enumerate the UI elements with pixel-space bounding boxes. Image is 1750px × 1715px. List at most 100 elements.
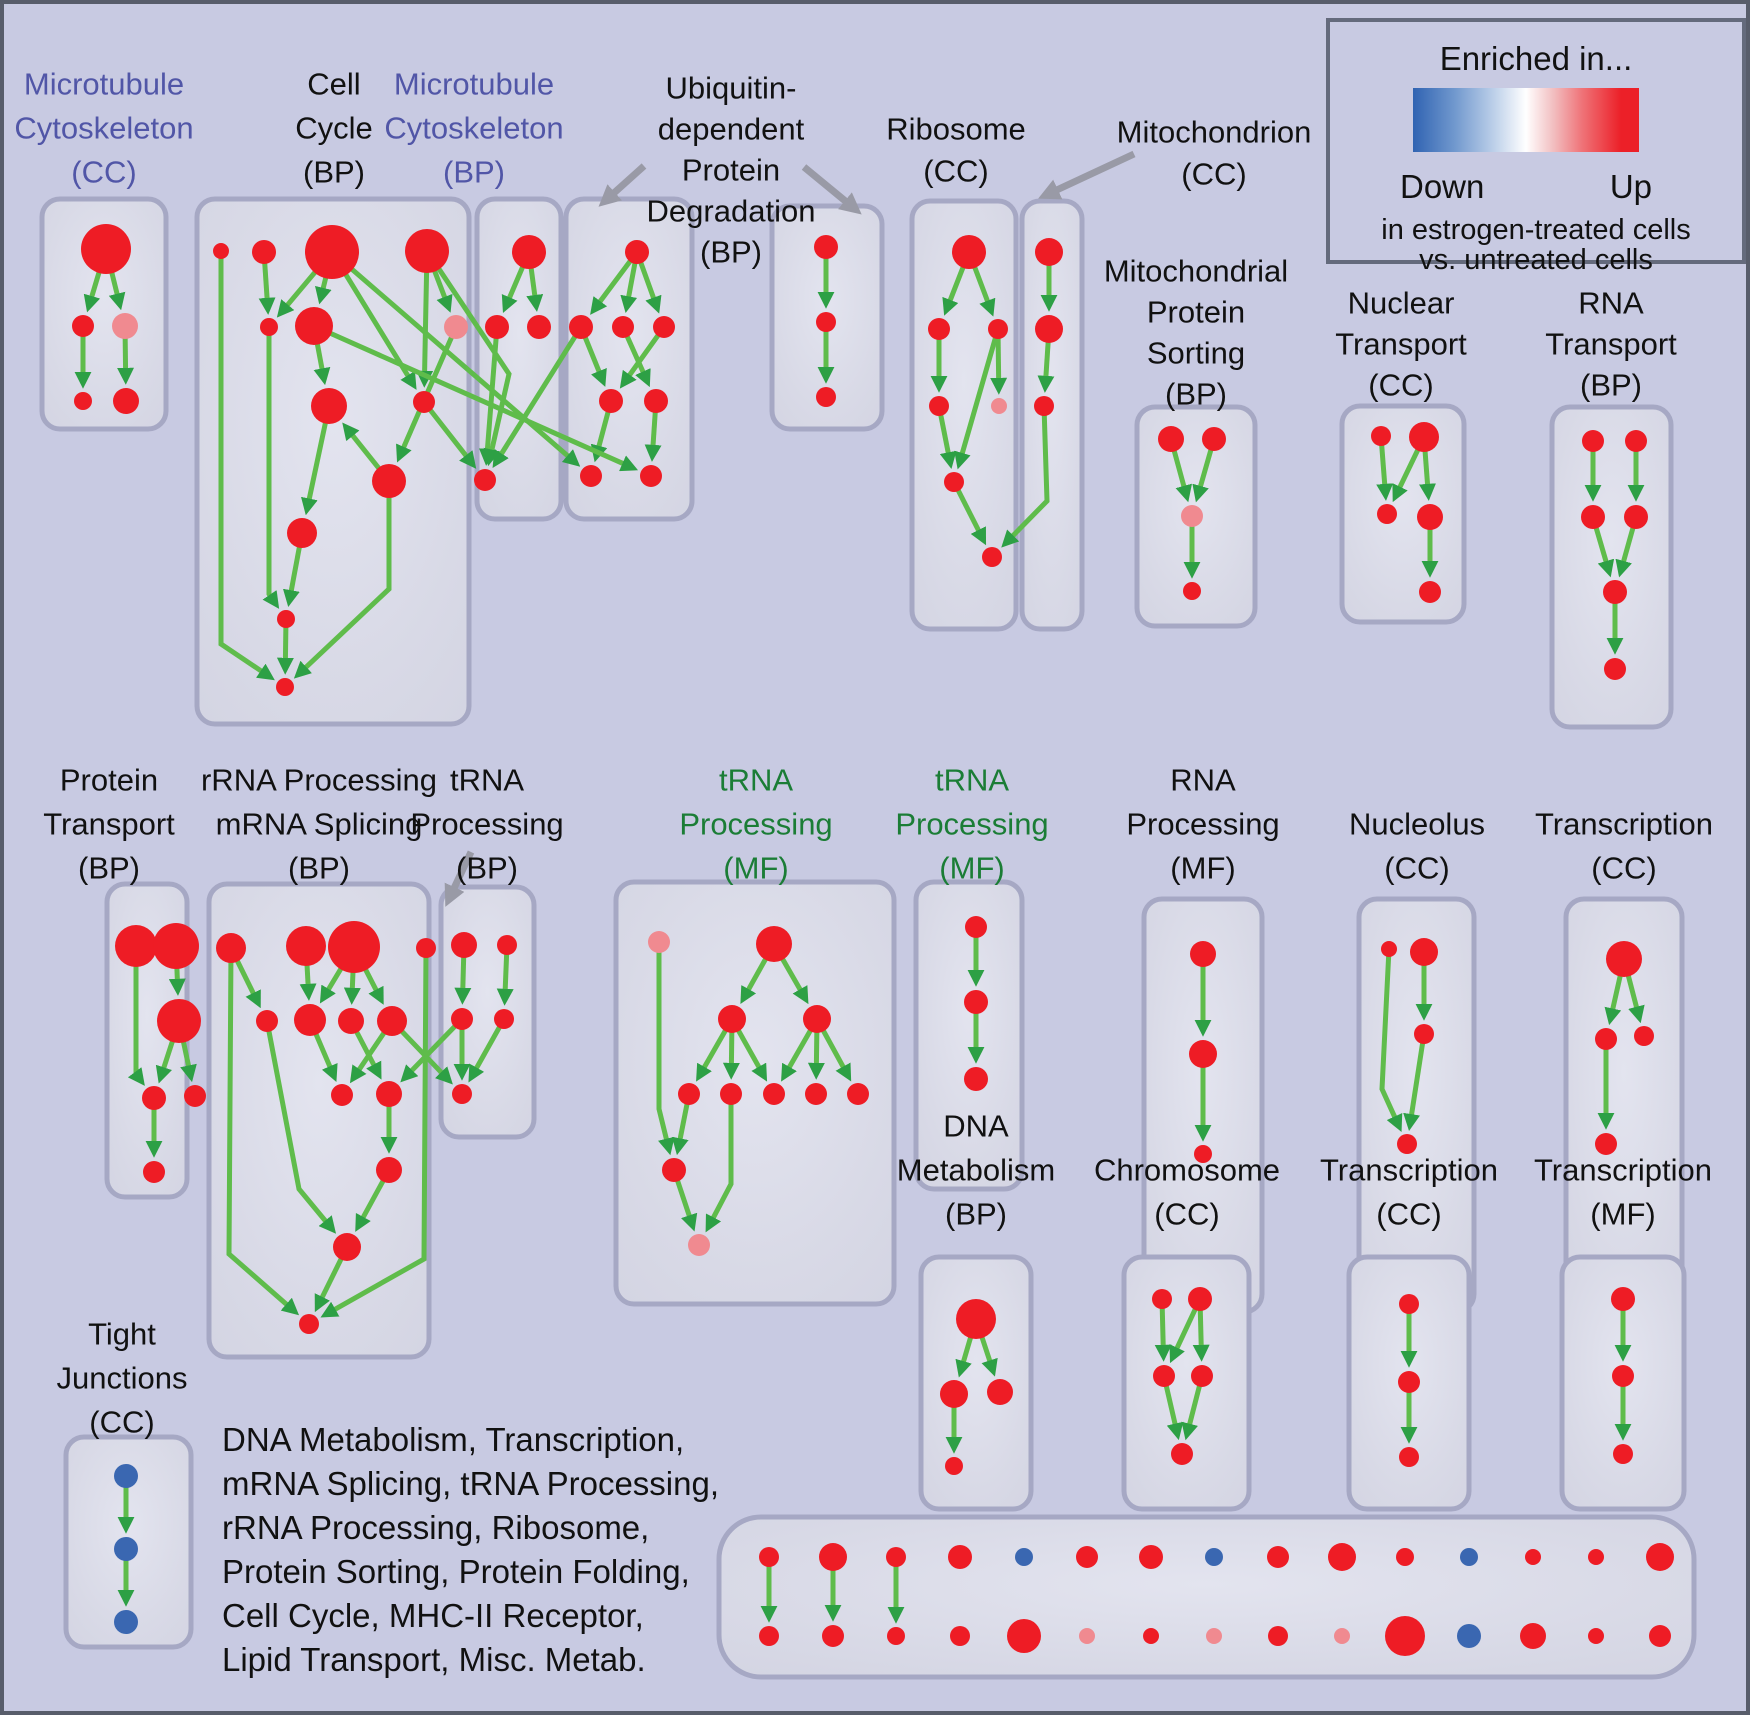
protein-transport-bp-label-line: Protein <box>59 762 159 798</box>
ubiquitin-degradation-bp-node <box>612 316 634 338</box>
nuclear-transport-cc-label-line: (CC) <box>1368 367 1434 403</box>
label-pointer-arrow <box>444 850 475 907</box>
ribosome-cc-node <box>988 319 1008 339</box>
cell-cycle-bp-node <box>276 678 294 696</box>
chromosome-cc-label-line: (CC) <box>1154 1196 1220 1232</box>
microtubule-cytoskeleton-cc-label-line: (CC) <box>71 154 137 190</box>
microtubule-cytoskeleton-bp-node <box>527 315 551 339</box>
relation-edge <box>492 325 584 468</box>
label-pointer-arrow <box>1038 150 1136 200</box>
rrna-processing-mrna-splicing-bp-node <box>256 1010 278 1032</box>
cell-cycle-bp-label-line: (BP) <box>303 154 365 190</box>
protein-transport-bp-node <box>153 923 199 969</box>
strip-bottom-node <box>1520 1623 1546 1649</box>
microtubule-cytoskeleton-bp-label-line: (BP) <box>443 154 505 190</box>
strip-top-node <box>1076 1546 1098 1568</box>
ubiquitin-degradation-bp-node <box>580 465 602 487</box>
rrna-processing-mrna-splicing-bp-node <box>416 938 436 958</box>
tight-junctions-cc-node <box>114 1610 138 1634</box>
protein-transport-bp-label-line: Transport <box>43 806 175 842</box>
transcription-cc-upper-node <box>1606 941 1642 977</box>
ribosome-cc-node <box>929 396 949 416</box>
chromosome-cc-node <box>1191 1365 1213 1387</box>
ribosome-cc-node <box>952 235 986 269</box>
cell-cycle-bp-label-line: Cycle <box>295 110 373 146</box>
strip-bottom-node <box>1649 1625 1671 1647</box>
mitochondrion-cc-node <box>1035 238 1063 266</box>
strip-bottom-node <box>1268 1626 1288 1646</box>
legend-up-label: Up <box>1609 168 1652 205</box>
trna-processing-mf-large-node <box>805 1083 827 1105</box>
trna-processing-mf-large-node <box>648 931 670 953</box>
rna-transport-bp-node <box>1581 505 1605 529</box>
trna-processing-mf-large-node <box>763 1083 785 1105</box>
cell-cycle-bp-node <box>295 307 333 345</box>
legend-subtitle-2: vs. untreated cells <box>1419 244 1653 276</box>
legend-endpoints: Down Up <box>1400 168 1652 206</box>
ribosome-cc-node <box>982 547 1002 567</box>
ubiquitin-degradation-bp-2-node <box>814 235 838 259</box>
relation-edge <box>468 1017 507 1083</box>
transcription-mf-label-line: Transcription <box>1533 1152 1713 1188</box>
chromosome-cc-node <box>1153 1365 1175 1387</box>
strip-bottom-node <box>1079 1628 1095 1644</box>
relation-edge <box>264 1020 337 1234</box>
rrna-processing-mrna-splicing-bp-node <box>294 1004 326 1036</box>
ribosome-cc-label-line: Ribosome <box>886 111 1026 147</box>
dna-metabolism-bp-box <box>918 1254 1034 1512</box>
relation-edge <box>400 1017 464 1083</box>
misc-line: Lipid Transport, Misc. Metab. <box>222 1641 646 1678</box>
misc-categories-text: DNA Metabolism, Transcription, mRNA Spli… <box>222 1418 719 1682</box>
transcription-mf-node <box>1612 1365 1634 1387</box>
trna-processing-bp-node <box>452 1084 472 1104</box>
transcription-cc-upper-node <box>1595 1028 1617 1050</box>
relation-edge <box>293 481 392 679</box>
nuclear-transport-cc-label-line: Transport <box>1335 326 1467 362</box>
rna-transport-bp-node <box>1582 430 1604 452</box>
nuclear-transport-cc-label-line: Nuclear <box>1347 285 1455 321</box>
protein-transport-bp-node <box>115 925 157 967</box>
relation-edge <box>320 947 429 1318</box>
misc-line: Protein Sorting, Protein Folding, <box>222 1553 690 1590</box>
rrna-processing-mrna-splicing-bp-label-line: (BP) <box>288 850 350 886</box>
mitochondrial-protein-sorting-bp-node <box>1158 426 1184 452</box>
strip-top-node <box>1015 1548 1033 1566</box>
rrna-processing-mrna-splicing-bp-node <box>331 1084 353 1106</box>
trna-processing-mf-large-label-line: (MF) <box>723 850 789 886</box>
ubiquitin-degradation-bp-box <box>563 196 695 522</box>
transcription-cc-upper-node <box>1595 1133 1617 1155</box>
legend-subtitle-1: in estrogen-treated cells <box>1381 214 1691 246</box>
mitochondrial-protein-sorting-bp-node <box>1181 505 1203 527</box>
ubiquitin-degradation-bp-label-line: Degradation <box>646 193 816 229</box>
cell-cycle-bp-node <box>260 318 278 336</box>
protein-transport-bp-node <box>143 1161 165 1183</box>
cell-cycle-bp-node <box>311 388 347 424</box>
rrna-processing-mrna-splicing-bp-node <box>333 1233 361 1261</box>
nuclear-transport-cc-node <box>1371 426 1391 446</box>
nuclear-transport-cc-box <box>1339 403 1467 625</box>
rna-transport-bp-node <box>1624 505 1648 529</box>
trna-processing-mf-small-box <box>913 879 1025 1192</box>
chromosome-cc-node <box>1171 1443 1193 1465</box>
rna-transport-bp-node <box>1604 658 1626 680</box>
trna-processing-bp-label-line: (BP) <box>456 850 518 886</box>
transcription-cc-upper-node <box>1634 1026 1654 1046</box>
trna-processing-mf-large-node <box>718 1005 746 1033</box>
mitochondrion-cc-box <box>1019 198 1085 632</box>
mitochondrial-protein-sorting-bp-node <box>1202 427 1226 451</box>
ubiquitin-degradation-bp-label-line: Protein <box>681 152 781 188</box>
trna-processing-mf-large-node <box>720 1083 742 1105</box>
relation-edge <box>1001 405 1050 548</box>
relation-edge <box>262 327 280 609</box>
mitochondrial-protein-sorting-bp-label-line: (BP) <box>1165 376 1227 412</box>
microtubule-cytoskeleton-cc-label-line: Microtubule <box>23 66 185 102</box>
cell-cycle-bp-node <box>372 464 406 498</box>
trna-processing-mf-large-label-line: Processing <box>679 806 833 842</box>
transcription-cc-upper-label-line: (CC) <box>1591 850 1657 886</box>
tight-junctions-cc-label-line: Junctions <box>56 1360 188 1396</box>
microtubule-cytoskeleton-bp-node <box>512 235 546 269</box>
relation-edge <box>312 323 639 472</box>
trna-processing-mf-small-node <box>964 1067 988 1091</box>
relation-edge <box>127 946 145 1086</box>
